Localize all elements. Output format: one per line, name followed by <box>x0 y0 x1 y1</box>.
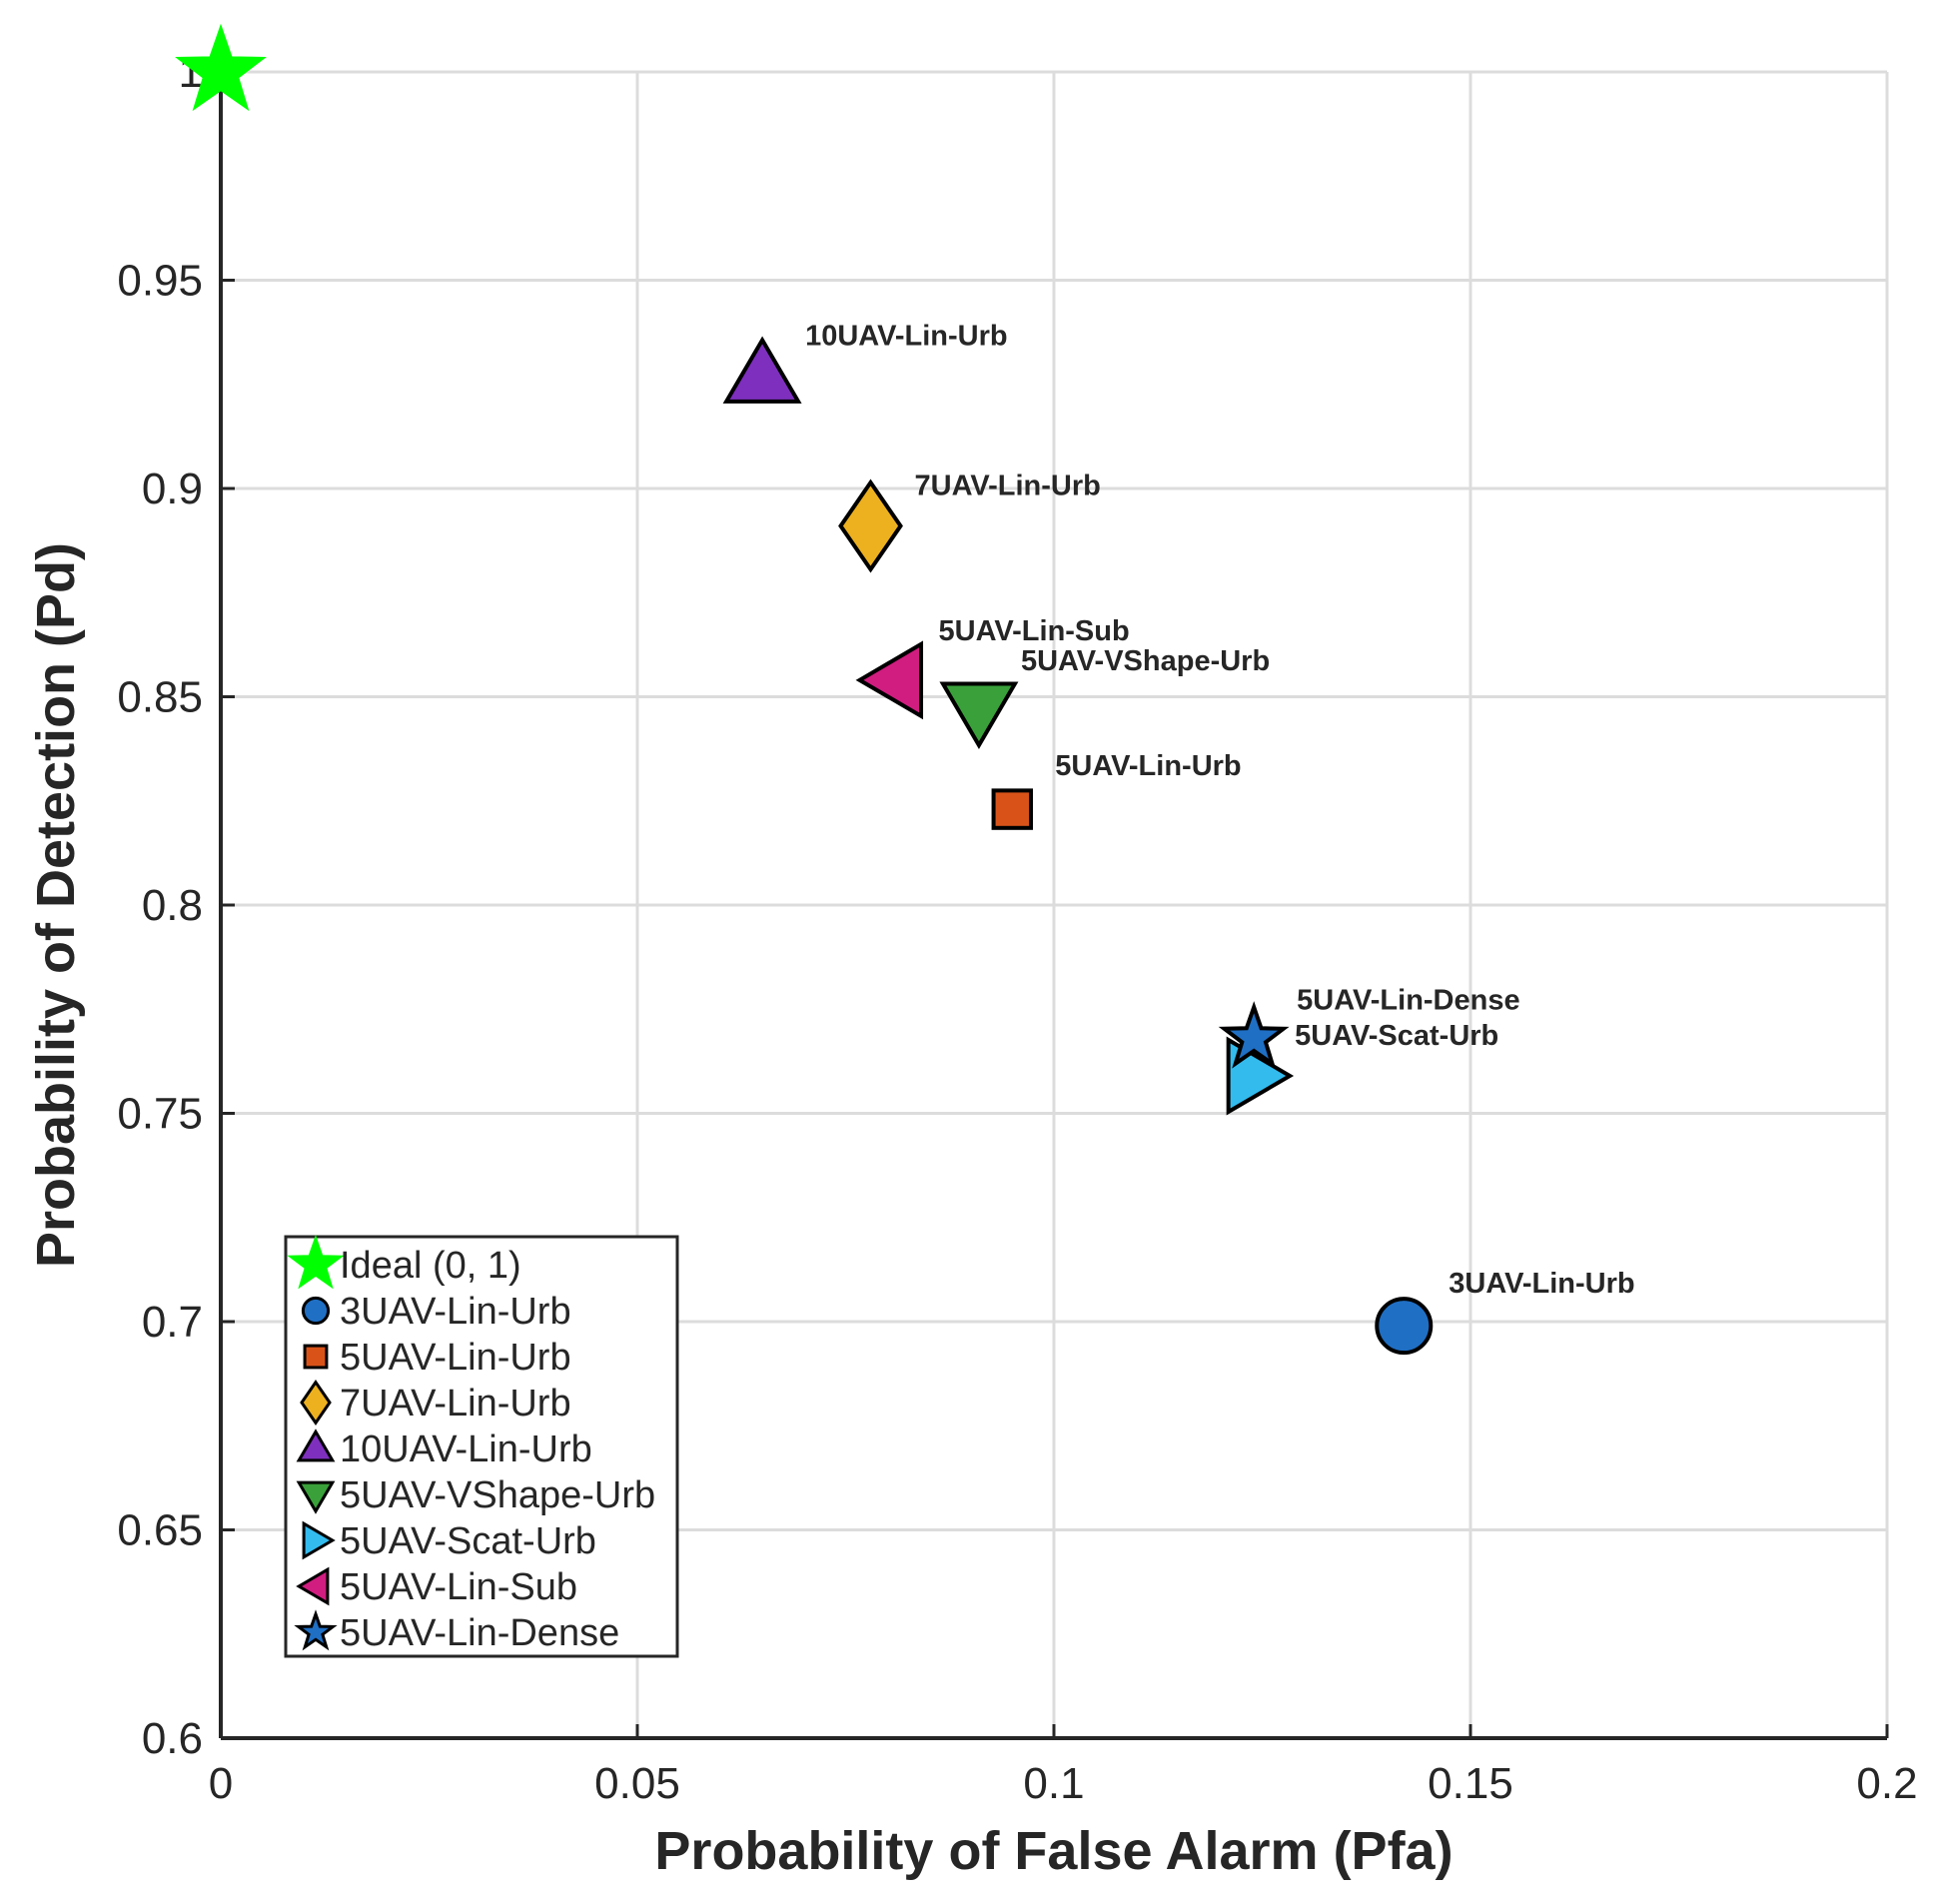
marker-5uav-vshape-urb <box>939 681 1019 749</box>
x-tick-label: 0 <box>209 1759 233 1808</box>
legend-label-5uav-scat-urb: 5UAV-Scat-Urb <box>340 1520 596 1562</box>
data-label-3uav-lin-urb: 3UAV-Lin-Urb <box>1449 1268 1634 1300</box>
legend-box <box>284 1235 679 1658</box>
y-axis-title: Probability of Detection (Pd) <box>26 542 86 1268</box>
data-label-5uav-lin-dense: 5UAV-Lin-Dense <box>1297 984 1519 1016</box>
x-axis-title: Probability of False Alarm (Pfa) <box>654 1821 1453 1881</box>
legend-label-5uav-lin-urb: 5UAV-Lin-Urb <box>340 1337 571 1379</box>
x-tick-label: 0.05 <box>594 1759 680 1808</box>
x-tick-labels: 0 0.05 0.1 0.15 0.2 <box>209 1759 1918 1808</box>
legend: Ideal (0, 1)3UAV-Lin-Urb5UAV-Lin-Urb7UAV… <box>284 1234 679 1658</box>
legend-label-3uav-lin-urb: 3UAV-Lin-Urb <box>340 1291 571 1333</box>
legend-label-5uav-lin-dense: 5UAV-Lin-Dense <box>340 1612 619 1654</box>
legend-marker-5uav-lin-dense <box>294 1609 338 1651</box>
data-label-7uav-lin-urb: 7UAV-Lin-Urb <box>915 471 1101 502</box>
data-label-5uav-scat-urb: 5UAV-Scat-Urb <box>1295 1020 1498 1052</box>
legend-label-10uav-lin-urb: 10UAV-Lin-Urb <box>340 1428 592 1470</box>
y-tick-label: 0.75 <box>117 1090 203 1139</box>
y-tick-label: 0.95 <box>117 257 203 306</box>
marker-7uav-lin-urb <box>838 478 903 573</box>
y-tick-label: 0.6 <box>142 1714 203 1763</box>
marker-3uav-lin-urb <box>1375 1297 1434 1356</box>
data-label-10uav-lin-urb: 10UAV-Lin-Urb <box>805 320 1007 352</box>
marker-5uav-lin-dense <box>1218 1001 1290 1069</box>
legend-label-ideal-0-1: Ideal (0, 1) <box>340 1245 521 1287</box>
data-label-5uav-lin-sub: 5UAV-Lin-Sub <box>939 615 1130 647</box>
marker-10uav-lin-urb <box>722 336 802 404</box>
legend-label-5uav-vshape-urb: 5UAV-VShape-Urb <box>340 1474 655 1516</box>
data-label-5uav-lin-urb: 5UAV-Lin-Urb <box>1055 750 1241 782</box>
marker-ideal-0-1 <box>175 23 267 112</box>
y-tick-label: 0.65 <box>117 1506 203 1555</box>
x-tick-label: 0.15 <box>1428 1759 1513 1808</box>
x-tick-label: 0.2 <box>1856 1759 1917 1808</box>
legend-marker-10uav-lin-urb <box>296 1428 336 1462</box>
y-tick-label: 0.85 <box>117 673 203 722</box>
x-tick-label: 0.1 <box>1023 1759 1084 1808</box>
y-tick-label: 0.8 <box>142 881 203 930</box>
legend-marker-5uav-lin-urb <box>303 1344 329 1370</box>
legend-marker-ideal-0-1 <box>287 1234 345 1290</box>
marker-5uav-lin-urb <box>991 788 1034 830</box>
data-markers <box>175 23 1434 1356</box>
axes <box>219 70 1889 1740</box>
y-tick-label: 0.7 <box>142 1298 203 1347</box>
data-label-5uav-vshape-urb: 5UAV-VShape-Urb <box>1021 645 1270 677</box>
legend-marker-5uav-vshape-urb <box>296 1480 336 1514</box>
y-tick-labels: 0.60.650.70.750.80.850.90.951 <box>117 48 203 1763</box>
data-labels: 3UAV-Lin-Urb 5UAV-Lin-Urb 7UAV-Lin-Urb 10UA… <box>805 320 1635 1300</box>
marker-5uav-lin-sub <box>855 640 924 720</box>
legend-label-7uav-lin-urb: 7UAV-Lin-Urb <box>340 1383 571 1425</box>
y-tick-label: 0.9 <box>142 465 203 513</box>
legend-label-5uav-lin-sub: 5UAV-Lin-Sub <box>340 1566 577 1608</box>
legend-marker-5uav-scat-urb <box>302 1520 336 1560</box>
legend-marker-7uav-lin-urb <box>300 1380 332 1426</box>
legend-marker-3uav-lin-urb <box>301 1296 331 1326</box>
legend-marker-5uav-lin-sub <box>296 1566 330 1606</box>
